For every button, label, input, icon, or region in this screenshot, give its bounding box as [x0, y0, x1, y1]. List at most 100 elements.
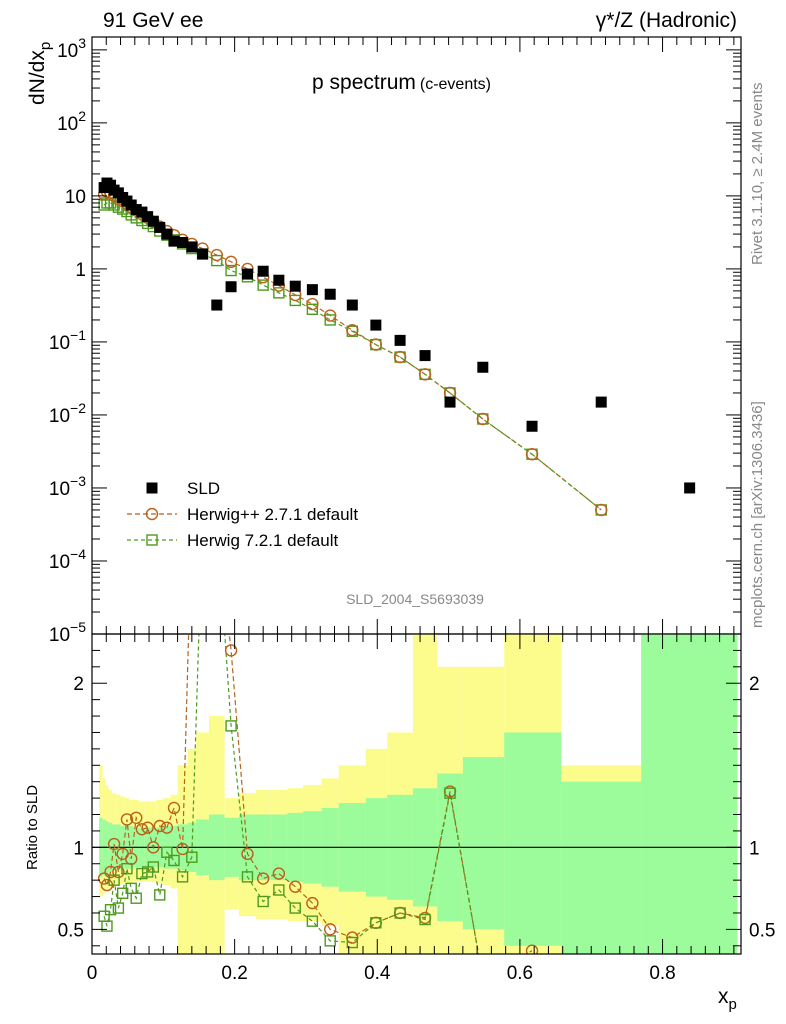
ratio-point-square [419, 913, 431, 926]
main-point-data [130, 204, 142, 216]
ratio-series-line [103, 634, 533, 954]
ratio-point-square [273, 884, 285, 896]
ratio-point-circle [120, 813, 134, 826]
ratio-point-square [241, 871, 254, 883]
ratio-point-square [98, 910, 110, 922]
ratio-point-square [112, 902, 125, 914]
ratio-point-square [289, 902, 301, 914]
main-point-circle [476, 412, 490, 426]
plot-title: p spectrum (c-events) [312, 71, 491, 94]
main-point-data [147, 215, 159, 227]
main-point-data [197, 248, 209, 260]
main-y-tick-label: 10−3 [49, 473, 86, 500]
legend: SLD Herwig++ 2.7.1 default Herwig 7.2.1 de… [127, 479, 358, 550]
main-point-data [324, 288, 336, 300]
ratio-point-square [168, 854, 180, 867]
main-y-tick-label: 10 [65, 187, 86, 208]
main-point-square [289, 294, 301, 307]
ratio-point-circle [272, 867, 286, 880]
ratio-point-circle [147, 841, 160, 854]
ratio-point-square [136, 867, 148, 880]
header-energy-label: 91 GeV ee [103, 9, 203, 32]
ratio-point-circle [306, 896, 319, 910]
main-y-tick-exponent: −4 [70, 546, 86, 562]
ratio-x-tick-label: 0.6 [507, 963, 533, 984]
ratio-point-circle [153, 819, 166, 833]
ratio-y-tick-label: 2 [73, 674, 84, 695]
ratio-x-tick-label: 0 [87, 963, 98, 984]
ratio-y-label: Ratio to SLD [24, 785, 41, 870]
main-point-circle [595, 503, 608, 517]
ratio-series-layer [97, 634, 539, 954]
main-point-square [324, 314, 336, 326]
ratio-y-tick-label: 1 [73, 838, 84, 859]
ratio-point-circle [289, 880, 302, 893]
main-y-tick-label: 102 [57, 108, 86, 135]
main-point-data [136, 206, 148, 218]
main-y-tick-label: 103 [57, 35, 86, 62]
main-point-data [186, 241, 198, 253]
main-y-tick-label: 1 [75, 260, 86, 281]
main-point-square [273, 287, 285, 299]
main-y-tick-label: 10−4 [49, 546, 86, 573]
ratio-y-tick-label-right: 2 [749, 674, 760, 695]
main-y-tick-base: 10 [57, 114, 78, 135]
ratio-point-square [346, 936, 359, 949]
legend-label: Herwig 7.2.1 default [187, 531, 338, 550]
main-y-tick-exponent: 2 [78, 108, 86, 124]
main-point-data [394, 334, 406, 346]
main-point-data [225, 281, 237, 293]
main-y-tick-exponent: −1 [70, 327, 86, 343]
main-y-tick-base: 10 [49, 406, 70, 427]
main-point-circle [369, 338, 383, 351]
main-y-tick-exponent: −3 [70, 473, 86, 489]
main-y-tick-base: 10 [49, 479, 70, 500]
ratio-point-square [257, 895, 269, 908]
ratio-band-inner [504, 732, 562, 946]
ratio-x-label-sub: p [729, 996, 737, 1013]
ratio-point-circle [525, 944, 539, 954]
main-point-circle [525, 448, 539, 461]
main-x-ticks [91, 37, 735, 634]
main-y-label: dN/dxp [26, 42, 54, 105]
ratio-point-circle [112, 865, 125, 879]
main-point-circle [393, 350, 407, 364]
ratio-point-square [121, 862, 133, 875]
main-point-circle [324, 309, 337, 322]
main-point-data [306, 284, 318, 296]
plot-title-main: p spectrum [312, 71, 416, 94]
main-y-tick-base: 10 [49, 333, 70, 354]
ratio-point-circle [224, 644, 238, 657]
main-point-circle [224, 255, 238, 269]
ratio-point-circle [176, 842, 189, 856]
ratio-point-square [176, 871, 189, 883]
main-point-data [477, 361, 489, 373]
ratio-x-label-base: x [718, 985, 729, 1008]
ratio-point-square [147, 861, 160, 873]
main-point-data [168, 235, 180, 247]
main-point-square [225, 264, 237, 277]
main-point-square [257, 279, 269, 291]
header-process-label: γ*/Z (Hadronic) [596, 9, 737, 32]
ratio-x-tick-label: 0.4 [364, 963, 391, 984]
ratio-point-square [225, 720, 237, 732]
main-point-data [419, 350, 431, 362]
ratio-point-square [324, 935, 336, 947]
main-point-data [177, 236, 189, 248]
main-point-data [154, 221, 166, 233]
legend-label: Herwig++ 2.7.1 default [187, 505, 358, 524]
main-point-data [595, 396, 607, 408]
ratio-point-circle [241, 847, 254, 861]
main-point-circle [306, 297, 319, 311]
main-point-data [257, 265, 269, 277]
main-y-tick-base: 10 [57, 41, 78, 62]
main-series-layer [97, 177, 696, 517]
main-point-data [370, 319, 382, 331]
ratio-x-label: xp [718, 985, 737, 1013]
main-point-data [273, 274, 285, 286]
ratio-point-square [370, 917, 382, 929]
main-y-tick-base: 10 [65, 187, 86, 208]
legend-marker-data [146, 482, 158, 494]
ratio-point-square [161, 846, 173, 858]
